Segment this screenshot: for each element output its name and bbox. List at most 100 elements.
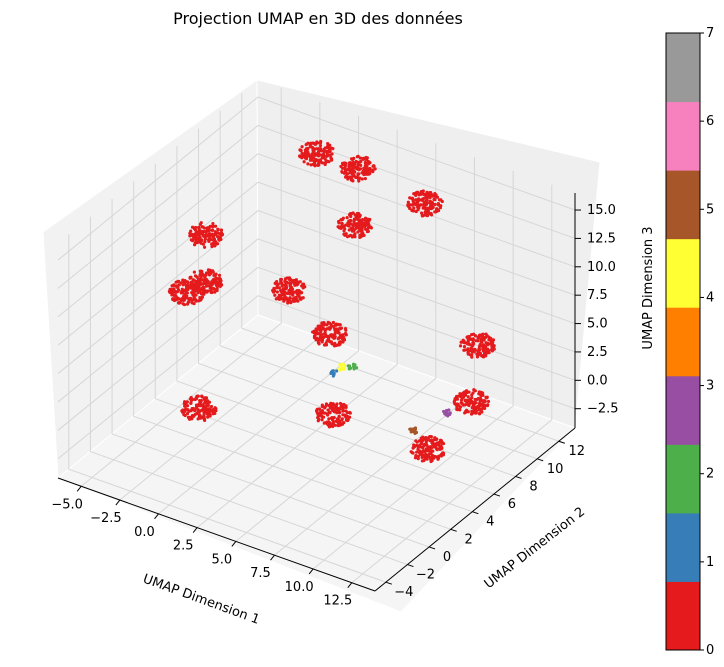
data-point	[217, 273, 222, 277]
y-tick-mark	[493, 493, 501, 497]
data-point	[275, 290, 279, 294]
data-point	[194, 234, 198, 238]
data-point	[478, 399, 482, 403]
data-point	[318, 407, 322, 411]
data-point	[471, 338, 476, 342]
data-point	[347, 175, 352, 180]
data-point	[438, 206, 443, 210]
x-tick-label: 0.0	[134, 525, 155, 540]
data-point	[455, 397, 459, 401]
data-point	[203, 237, 207, 241]
data-point	[338, 401, 343, 406]
data-point	[411, 446, 415, 450]
data-point	[317, 417, 321, 421]
data-point	[279, 277, 283, 282]
data-point	[353, 363, 357, 367]
data-point	[422, 203, 426, 207]
data-point	[210, 408, 214, 412]
data-point	[424, 447, 429, 451]
data-point	[365, 228, 369, 232]
x-tick-label: −5.0	[51, 497, 83, 512]
data-point	[351, 211, 355, 215]
data-point	[303, 151, 307, 155]
data-point	[219, 228, 224, 232]
data-point	[279, 289, 283, 293]
data-point	[191, 397, 195, 402]
x-axis-line	[57, 477, 376, 592]
data-point	[285, 291, 289, 296]
data-point	[417, 206, 421, 210]
data-point	[211, 412, 215, 416]
data-point	[195, 411, 199, 416]
data-point	[436, 201, 440, 206]
data-point	[329, 401, 333, 405]
data-point	[338, 340, 342, 344]
data-point	[411, 209, 416, 213]
data-point	[186, 285, 190, 289]
y-tick-label: 4	[486, 515, 494, 530]
data-point	[412, 430, 416, 434]
data-point	[339, 367, 343, 371]
data-point	[336, 328, 340, 332]
z-tick-label: 0.0	[587, 373, 608, 388]
data-point	[471, 348, 475, 352]
data-point	[416, 447, 420, 451]
data-point	[312, 156, 316, 160]
data-point	[198, 409, 202, 413]
data-point	[439, 198, 443, 202]
data-point	[361, 217, 365, 222]
grid-line-y	[68, 234, 386, 583]
data-point	[211, 221, 215, 226]
data-point	[347, 221, 351, 225]
data-point	[408, 196, 412, 200]
data-point	[311, 147, 316, 151]
data-point	[458, 344, 463, 348]
data-point	[196, 280, 200, 285]
data-point	[345, 235, 350, 239]
data-point	[437, 443, 441, 447]
data-point	[177, 279, 181, 283]
data-point	[340, 169, 344, 174]
data-point	[480, 406, 485, 411]
z-tick-label: −2.5	[587, 402, 619, 417]
data-point	[414, 443, 419, 448]
data-point	[276, 282, 280, 286]
data-point	[310, 158, 314, 162]
data-point	[354, 175, 358, 180]
data-point	[333, 331, 337, 336]
data-point	[172, 289, 176, 293]
data-point	[467, 402, 472, 406]
data-point	[321, 415, 326, 419]
x-tick-label: 7.5	[250, 566, 271, 581]
data-point	[312, 161, 317, 165]
data-point	[299, 297, 303, 301]
data-point	[323, 322, 327, 326]
data-point	[479, 340, 483, 344]
data-point	[486, 343, 490, 347]
data-point	[365, 164, 369, 169]
data-point	[211, 270, 215, 274]
data-point	[412, 206, 416, 210]
data-point	[313, 142, 318, 147]
data-point	[406, 200, 410, 204]
z-axis-label: UMAP Dimension 3	[641, 226, 656, 349]
data-point	[489, 336, 493, 341]
y-tick-label: 6	[508, 497, 516, 512]
data-point	[218, 281, 222, 285]
data-point	[203, 240, 207, 244]
data-point	[187, 409, 191, 414]
cluster-0	[298, 139, 335, 168]
data-point	[482, 403, 486, 408]
cluster-15	[346, 362, 359, 371]
data-point	[355, 155, 359, 159]
data-point	[470, 355, 474, 359]
data-point	[423, 450, 427, 454]
data-point	[351, 163, 355, 167]
data-point	[205, 290, 209, 294]
data-point	[318, 158, 323, 162]
data-point	[306, 147, 310, 151]
data-point	[413, 456, 418, 460]
data-point	[331, 424, 335, 429]
data-point	[216, 227, 220, 231]
